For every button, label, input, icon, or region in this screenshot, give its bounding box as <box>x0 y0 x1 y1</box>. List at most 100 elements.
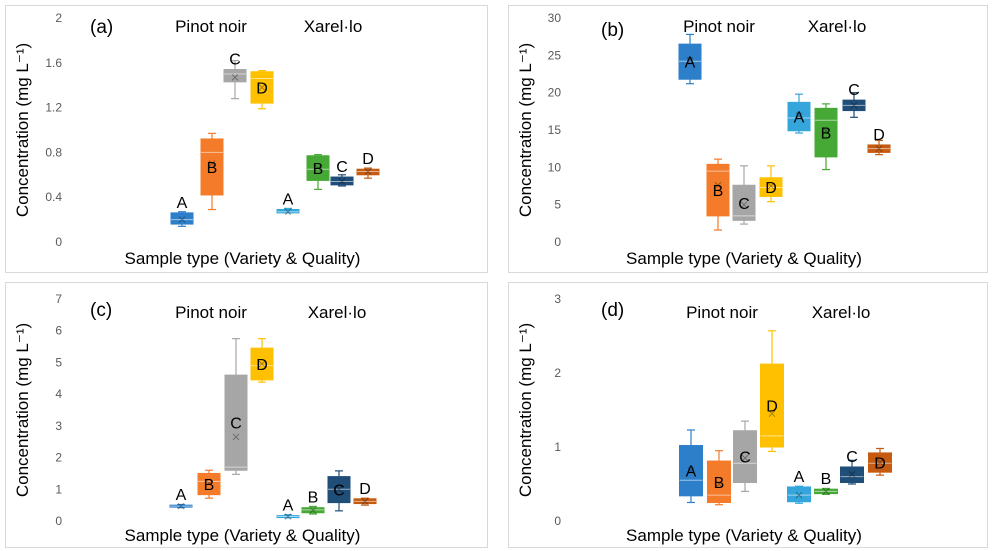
box-xarel-C: C <box>327 470 351 512</box>
mean-marker <box>361 497 369 505</box>
box-body <box>707 460 731 503</box>
y-tick-label: 5 <box>554 198 561 212</box>
box-body <box>250 347 274 381</box>
quality-label: C <box>848 82 860 99</box>
quality-label: A <box>794 110 805 127</box>
box-body <box>224 374 248 471</box>
quality-label: B <box>207 160 218 177</box>
mean-marker <box>338 178 346 185</box>
box-body <box>733 430 757 484</box>
box-pinot-C: C <box>733 420 757 492</box>
mean-marker <box>205 479 213 487</box>
x-axis-title: Sample type (Variety & Quality) <box>125 526 361 545</box>
box-xarel-A: A <box>276 192 300 216</box>
box-body <box>223 69 247 83</box>
y-tick-label: 2 <box>554 366 561 380</box>
mean-marker <box>822 127 830 135</box>
mean-marker <box>795 491 803 499</box>
quality-label: A <box>177 195 188 212</box>
quality-label: D <box>256 80 268 97</box>
box-body <box>706 163 730 217</box>
x-axis-title: Sample type (Variety & Quality) <box>626 526 862 545</box>
mean-marker <box>715 480 723 488</box>
mean-marker <box>178 216 186 223</box>
variety-label: Xarel·lo <box>308 303 367 322</box>
mean-marker <box>848 471 856 478</box>
mean-marker <box>284 208 292 216</box>
panel-label: (a) <box>90 17 113 38</box>
box-xarel-B: B <box>306 154 330 190</box>
quality-label: B <box>714 475 725 492</box>
quality-label: A <box>685 55 696 72</box>
y-tick-label: 7 <box>55 292 62 306</box>
box-body <box>170 212 194 225</box>
y-axis-title: Concentration (mg L⁻¹) <box>13 43 32 217</box>
y-axis-title: Concentration (mg L⁻¹) <box>516 323 535 497</box>
mean-marker <box>686 57 694 64</box>
box-body <box>197 472 221 496</box>
box-pinot-A: A <box>169 487 193 510</box>
mean-marker <box>822 488 830 495</box>
quality-label: D <box>874 456 886 473</box>
quality-label: C <box>333 483 345 500</box>
mean-marker <box>314 164 322 172</box>
chart-panel-a: 0 0.4 0.8 1.2 1.6 2 Concentration (mg L⁻¹) Samp… <box>5 5 488 273</box>
mean-marker <box>875 145 883 153</box>
quality-label: B <box>204 477 215 494</box>
box-body <box>306 155 330 181</box>
box-body <box>760 363 784 448</box>
y-tick-label: 0.8 <box>45 145 62 159</box>
quality-label: A <box>283 192 294 209</box>
box-pinot-D: D <box>759 165 783 203</box>
box-body <box>356 168 380 176</box>
quality-label: B <box>821 126 832 143</box>
mean-marker <box>231 74 239 81</box>
box-pinot-A: A <box>170 195 194 227</box>
chart-panel-d: 0 1 2 3 Concentration (mg L⁻¹) Sample type (V… <box>508 282 988 548</box>
y-tick-label: 30 <box>548 11 562 25</box>
mean-marker <box>284 513 292 520</box>
box-pinot-B: B <box>197 469 221 499</box>
box-body <box>330 176 354 186</box>
quality-label: C <box>739 450 751 467</box>
y-tick-label: 10 <box>548 160 562 174</box>
chart-panel-c: 0 1 2 3 4 5 6 7 Concentration (mg L⁻¹) Sample typ… <box>5 282 488 548</box>
mean-marker <box>850 102 858 109</box>
box-pinot-A: A <box>679 429 703 504</box>
y-tick-label: 0 <box>55 235 62 249</box>
quality-label: D <box>362 151 374 168</box>
variety-label: Pinot noir <box>686 303 758 322</box>
y-tick-label: 4 <box>55 387 62 401</box>
mean-marker <box>741 454 749 462</box>
quality-label: B <box>313 161 324 178</box>
y-axis-title: Concentration (mg L⁻¹) <box>13 323 32 497</box>
y-tick-label: 2 <box>55 451 62 465</box>
quality-label: D <box>359 481 371 498</box>
y-tick-label: 6 <box>55 324 62 338</box>
y-tick-label: 1.6 <box>45 56 62 70</box>
box-body <box>250 71 274 104</box>
quality-label: C <box>846 449 858 466</box>
quality-label: A <box>283 498 294 515</box>
y-tick-label: 0 <box>554 235 561 249</box>
quality-label: B <box>308 490 319 507</box>
box-pinot-B: B <box>706 158 730 231</box>
box-body <box>787 486 811 503</box>
mean-marker <box>795 112 803 120</box>
y-tick-label: 5 <box>55 355 62 369</box>
x-axis-title: Sample type (Variety & Quality) <box>626 249 862 268</box>
y-axis-title: Concentration (mg L⁻¹) <box>516 43 535 217</box>
mean-marker <box>687 467 695 475</box>
quality-label: D <box>765 180 777 197</box>
y-tick-label: 0 <box>55 514 62 528</box>
variety-label: Pinot noir <box>175 17 247 36</box>
mean-marker <box>309 506 317 514</box>
y-tick-label: 1 <box>554 440 561 454</box>
y-tick-label: 2 <box>55 11 62 25</box>
mean-marker <box>258 84 266 91</box>
y-tick-label: 20 <box>548 86 562 100</box>
mean-marker <box>364 168 372 175</box>
y-tick-label: 15 <box>548 123 562 137</box>
mean-marker <box>335 485 343 493</box>
box-body <box>732 184 756 221</box>
